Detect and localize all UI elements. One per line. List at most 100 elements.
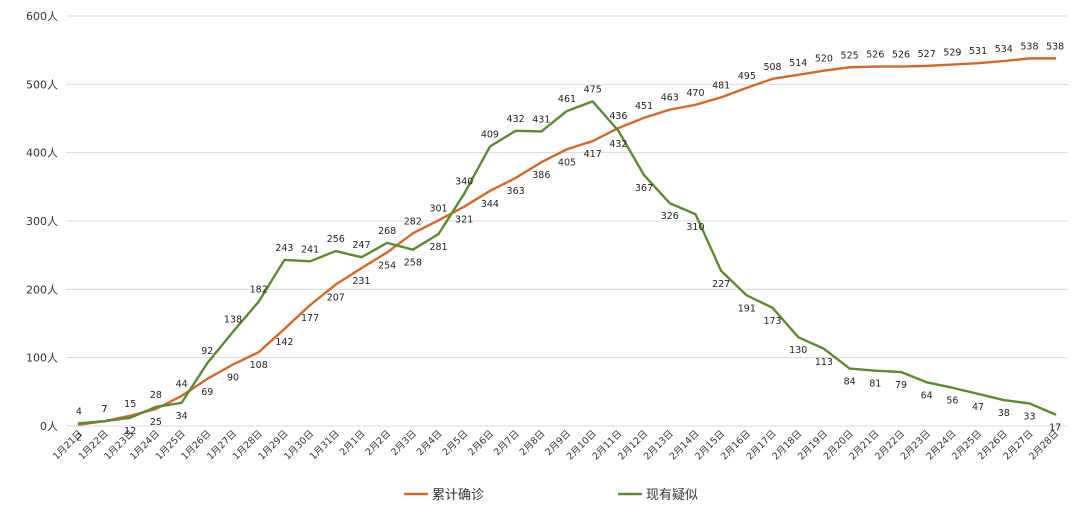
data-label: 56 (946, 396, 958, 407)
data-label: 44 (176, 379, 188, 390)
data-label: 527 (918, 49, 936, 60)
data-label: 525 (841, 50, 859, 61)
x-tick-label: 2月6日 (466, 428, 496, 458)
data-label: 7 (102, 404, 108, 415)
data-label: 463 (661, 93, 679, 104)
data-label: 138 (224, 315, 242, 326)
x-tick-label: 2月5日 (441, 428, 471, 458)
data-label: 92 (201, 346, 213, 357)
data-label: 33 (1023, 411, 1035, 422)
data-label: 256 (327, 234, 345, 245)
legend-label-cumulative: 累计确诊 (432, 488, 484, 503)
data-label: 247 (352, 240, 370, 251)
data-label: 470 (686, 88, 704, 99)
data-label: 227 (712, 279, 730, 290)
data-label: 15 (124, 399, 136, 410)
y-tick-label: 400人 (26, 147, 58, 160)
data-label: 367 (635, 183, 653, 194)
x-tick-label: 2月4日 (415, 428, 445, 458)
data-label: 340 (455, 177, 473, 188)
series-line-1 (77, 100, 1057, 425)
data-label: 409 (481, 130, 499, 141)
data-label: 475 (584, 84, 602, 95)
data-label: 7 (102, 404, 108, 415)
data-label: 481 (712, 80, 730, 91)
x-tick-label: 2月2日 (364, 428, 394, 458)
data-label: 90 (227, 373, 239, 384)
data-label: 495 (738, 71, 756, 82)
legend: 累计确诊 现有疑似 (404, 487, 698, 503)
data-label: 34 (176, 411, 188, 422)
data-label: 108 (250, 360, 268, 371)
data-label: 25 (150, 417, 162, 428)
data-labels: 24 77 151225284434699290138108182142243177… (76, 41, 1064, 443)
data-label: 191 (738, 303, 756, 314)
data-label: 268 (378, 226, 396, 237)
series-line-0 (77, 57, 1057, 426)
data-label: 4 (76, 406, 82, 417)
x-axis: 1月21日1月22日1月23日1月24日1月25日1月26日1月27日1月28日… (51, 428, 1061, 462)
x-tick-label: 2月7日 (492, 428, 522, 458)
data-label: 432 (609, 139, 627, 150)
y-tick-label: 500人 (26, 78, 58, 91)
data-label: 301 (429, 203, 447, 214)
data-label: 38 (998, 408, 1010, 419)
data-label: 363 (507, 186, 525, 197)
data-label: 386 (532, 170, 550, 181)
data-label: 344 (481, 199, 499, 210)
data-label: 254 (378, 260, 396, 271)
data-label: 69 (201, 387, 213, 398)
data-label: 514 (789, 58, 807, 69)
data-label: 182 (250, 285, 268, 296)
x-tick-label: 2月1日 (338, 428, 368, 458)
data-label: 47 (972, 402, 984, 413)
data-label: 79 (895, 380, 907, 391)
gridlines (66, 15, 1068, 427)
data-label: 520 (815, 54, 833, 65)
y-tick-label: 200人 (26, 283, 58, 296)
y-tick-label: 0人 (40, 420, 58, 433)
data-label: 28 (150, 390, 162, 401)
data-label: 405 (558, 157, 576, 168)
data-label: 17 (1049, 422, 1061, 433)
data-label: 130 (789, 345, 807, 356)
series-lines (77, 57, 1057, 426)
data-label: 508 (763, 62, 781, 73)
data-label: 84 (844, 377, 856, 388)
data-label: 451 (635, 101, 653, 112)
y-tick-label: 600人 (26, 10, 58, 23)
data-label: 534 (995, 44, 1013, 55)
x-tick-label: 2月3日 (389, 428, 419, 458)
y-tick-label: 100人 (26, 352, 58, 365)
data-label: 12 (124, 426, 136, 437)
data-label: 207 (327, 293, 345, 304)
y-tick-label: 300人 (26, 215, 58, 228)
x-tick-label: 2月8日 (518, 428, 548, 458)
data-label: 241 (301, 244, 319, 255)
data-label: 431 (532, 114, 550, 125)
data-label: 326 (661, 211, 679, 222)
data-label: 538 (1046, 41, 1064, 52)
data-label: 81 (869, 379, 881, 390)
data-label: 231 (352, 276, 370, 287)
data-label: 310 (686, 222, 704, 233)
data-label: 173 (763, 316, 781, 327)
data-label: 321 (455, 215, 473, 226)
data-label: 64 (921, 390, 933, 401)
data-label: 2 (76, 433, 82, 444)
data-label: 281 (429, 242, 447, 253)
data-label: 243 (275, 243, 293, 254)
data-label: 436 (609, 111, 627, 122)
data-label: 526 (866, 50, 884, 61)
data-label: 113 (815, 357, 833, 368)
data-label: 461 (558, 94, 576, 105)
data-label: 417 (584, 149, 602, 160)
legend-label-suspected: 现有疑似 (646, 487, 698, 503)
data-label: 177 (301, 313, 319, 324)
data-label: 142 (275, 337, 293, 348)
data-label: 432 (507, 114, 525, 125)
data-label: 258 (404, 258, 422, 269)
data-label: 538 (1020, 41, 1038, 52)
data-label: 531 (969, 46, 987, 57)
